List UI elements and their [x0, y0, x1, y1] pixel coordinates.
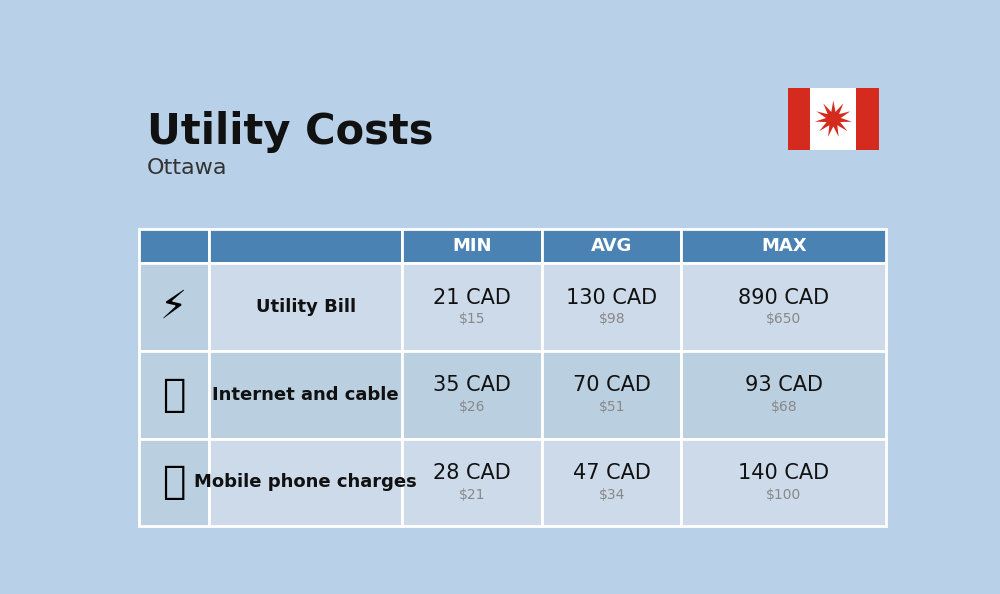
Text: ⚡: ⚡ — [160, 288, 187, 326]
Text: Utility Bill: Utility Bill — [256, 298, 356, 316]
Polygon shape — [681, 351, 886, 438]
Text: Utility Costs: Utility Costs — [147, 111, 433, 153]
Text: Mobile phone charges: Mobile phone charges — [194, 473, 417, 491]
Text: MAX: MAX — [761, 237, 807, 255]
Polygon shape — [788, 89, 879, 150]
Polygon shape — [542, 351, 681, 438]
Polygon shape — [542, 438, 681, 526]
Text: Internet and cable: Internet and cable — [212, 386, 399, 404]
Text: Ottawa: Ottawa — [147, 157, 227, 178]
Polygon shape — [402, 263, 542, 351]
Polygon shape — [402, 438, 542, 526]
Text: $98: $98 — [598, 312, 625, 326]
Text: 28 CAD: 28 CAD — [433, 463, 511, 484]
Text: AVG: AVG — [591, 237, 632, 255]
Polygon shape — [681, 229, 886, 263]
Text: MIN: MIN — [452, 237, 492, 255]
Text: $26: $26 — [459, 400, 485, 414]
Polygon shape — [139, 263, 209, 351]
Text: $51: $51 — [598, 400, 625, 414]
Polygon shape — [209, 263, 402, 351]
Text: $100: $100 — [766, 488, 801, 502]
Polygon shape — [209, 351, 402, 438]
Text: $68: $68 — [770, 400, 797, 414]
Text: $650: $650 — [766, 312, 801, 326]
Polygon shape — [139, 438, 209, 526]
Text: 📡: 📡 — [162, 375, 186, 413]
Text: 47 CAD: 47 CAD — [573, 463, 651, 484]
Polygon shape — [542, 229, 681, 263]
Text: 35 CAD: 35 CAD — [433, 375, 511, 396]
Text: 93 CAD: 93 CAD — [745, 375, 823, 396]
Text: 21 CAD: 21 CAD — [433, 287, 511, 308]
Polygon shape — [856, 89, 879, 150]
Text: $21: $21 — [459, 488, 485, 502]
Text: 140 CAD: 140 CAD — [738, 463, 829, 484]
Text: $15: $15 — [459, 312, 485, 326]
Polygon shape — [402, 351, 542, 438]
Text: 📱: 📱 — [162, 463, 186, 501]
Text: 70 CAD: 70 CAD — [573, 375, 651, 396]
Polygon shape — [815, 100, 852, 137]
Text: 890 CAD: 890 CAD — [738, 287, 829, 308]
Polygon shape — [788, 89, 810, 150]
Polygon shape — [139, 229, 209, 263]
Text: 130 CAD: 130 CAD — [566, 287, 657, 308]
Text: $34: $34 — [599, 488, 625, 502]
Polygon shape — [402, 229, 542, 263]
Polygon shape — [681, 438, 886, 526]
Polygon shape — [209, 229, 402, 263]
Polygon shape — [542, 263, 681, 351]
Polygon shape — [139, 351, 209, 438]
Polygon shape — [681, 263, 886, 351]
Polygon shape — [209, 438, 402, 526]
